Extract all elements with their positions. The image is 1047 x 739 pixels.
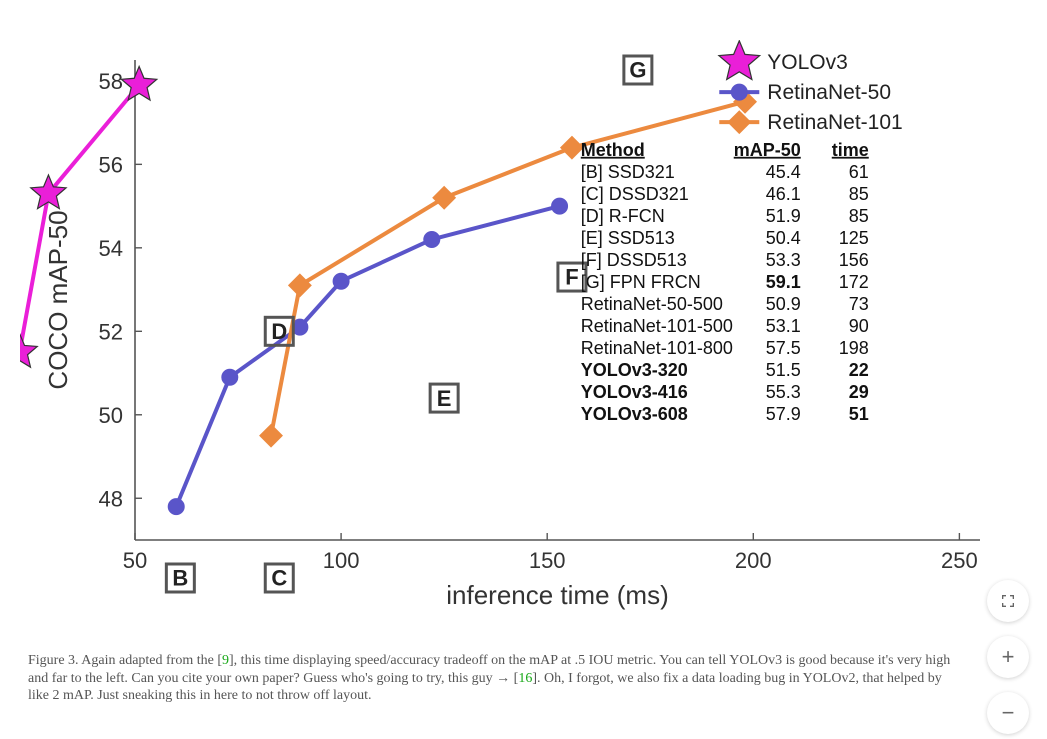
plus-icon: + [1002,644,1015,670]
svg-text:[B] SSD321: [B] SSD321 [581,162,675,182]
svg-text:73: 73 [849,294,869,314]
svg-text:F: F [565,265,578,290]
figure-caption: Figure 3. Again adapted from the [9], th… [28,652,958,705]
svg-text:52: 52 [99,319,123,344]
svg-text:198: 198 [839,338,869,358]
svg-text:51.9: 51.9 [766,206,801,226]
svg-text:61: 61 [849,162,869,182]
svg-text:RetinaNet-50: RetinaNet-50 [767,81,891,104]
svg-text:55.3: 55.3 [766,382,801,402]
svg-text:D: D [271,319,287,344]
minus-icon: − [1002,700,1015,726]
svg-text:125: 125 [839,228,869,248]
svg-text:G: G [629,58,646,83]
svg-text:90: 90 [849,316,869,336]
svg-text:156: 156 [839,250,869,270]
svg-text:YOLOv3-608: YOLOv3-608 [581,404,688,424]
svg-text:59.1: 59.1 [766,272,801,292]
citation-link-1[interactable]: 9 [222,653,229,668]
svg-text:57.5: 57.5 [766,338,801,358]
caption-text-1: Figure 3. Again adapted from the [ [28,653,222,668]
svg-text:200: 200 [735,548,772,573]
svg-text:[G] FPN FRCN: [G] FPN FRCN [581,272,701,292]
legend: YOLOv3 RetinaNet-50 RetinaNet-101 [719,41,903,134]
svg-text:COCO mAP-50: COCO mAP-50 [43,210,73,389]
series-yolov3 [20,66,157,367]
svg-text:57.9: 57.9 [766,404,801,424]
svg-text:46.1: 46.1 [766,184,801,204]
svg-text:53.1: 53.1 [766,316,801,336]
svg-text:50.9: 50.9 [766,294,801,314]
svg-text:56: 56 [99,152,123,177]
svg-text:58: 58 [99,69,123,94]
svg-text:C: C [271,566,287,591]
zoom-controls: + − [983,580,1033,739]
fullscreen-icon [1000,593,1016,609]
svg-text:YOLOv3-416: YOLOv3-416 [581,382,688,402]
svg-text:E: E [437,386,452,411]
svg-text:RetinaNet-101-800: RetinaNet-101-800 [581,338,733,358]
svg-text:50: 50 [99,403,123,428]
svg-text:[C] DSSD321: [C] DSSD321 [581,184,689,204]
chart-svg: 50 100 150 200 250 48 50 52 54 56 58 inference time… [20,40,1000,610]
fullscreen-button[interactable] [987,580,1029,622]
svg-text:54: 54 [99,236,123,261]
svg-text:53.3: 53.3 [766,250,801,270]
citation-link-2[interactable]: 16 [518,671,532,686]
svg-text:50: 50 [123,548,147,573]
svg-text:51.5: 51.5 [766,360,801,380]
zoom-in-button[interactable]: + [987,636,1029,678]
svg-text:YOLOv3-320: YOLOv3-320 [581,360,688,380]
chart-container: 50 100 150 200 250 48 50 52 54 56 58 inference time… [20,40,1000,610]
svg-text:48: 48 [99,486,123,511]
svg-text:[F] DSSD513: [F] DSSD513 [581,250,687,270]
svg-text:[E] SSD513: [E] SSD513 [581,228,675,248]
svg-text:29: 29 [849,382,869,402]
svg-text:45.4: 45.4 [766,162,801,182]
svg-text:22: 22 [849,360,869,380]
svg-text:RetinaNet-50-500: RetinaNet-50-500 [581,294,723,314]
svg-text:Method: Method [581,140,645,160]
zoom-out-button[interactable]: − [987,692,1029,734]
svg-text:250: 250 [941,548,978,573]
svg-text:172: 172 [839,272,869,292]
svg-text:mAP-50: mAP-50 [734,140,801,160]
svg-text:B: B [172,566,188,591]
svg-text:100: 100 [323,548,360,573]
svg-text:[D] R-FCN: [D] R-FCN [581,206,665,226]
svg-text:RetinaNet-101: RetinaNet-101 [767,111,902,134]
inset-table: Method mAP-50 time [B] SSD321 45.4 61 [C] DSSD… [581,140,869,424]
svg-text:RetinaNet-101-500: RetinaNet-101-500 [581,316,733,336]
svg-text:YOLOv3: YOLOv3 [767,51,848,74]
svg-text:85: 85 [849,206,869,226]
svg-text:50.4: 50.4 [766,228,801,248]
svg-text:time: time [832,140,869,160]
svg-text:150: 150 [529,548,566,573]
svg-text:51: 51 [849,404,869,424]
svg-text:85: 85 [849,184,869,204]
svg-text:inference time (ms): inference time (ms) [446,580,669,610]
